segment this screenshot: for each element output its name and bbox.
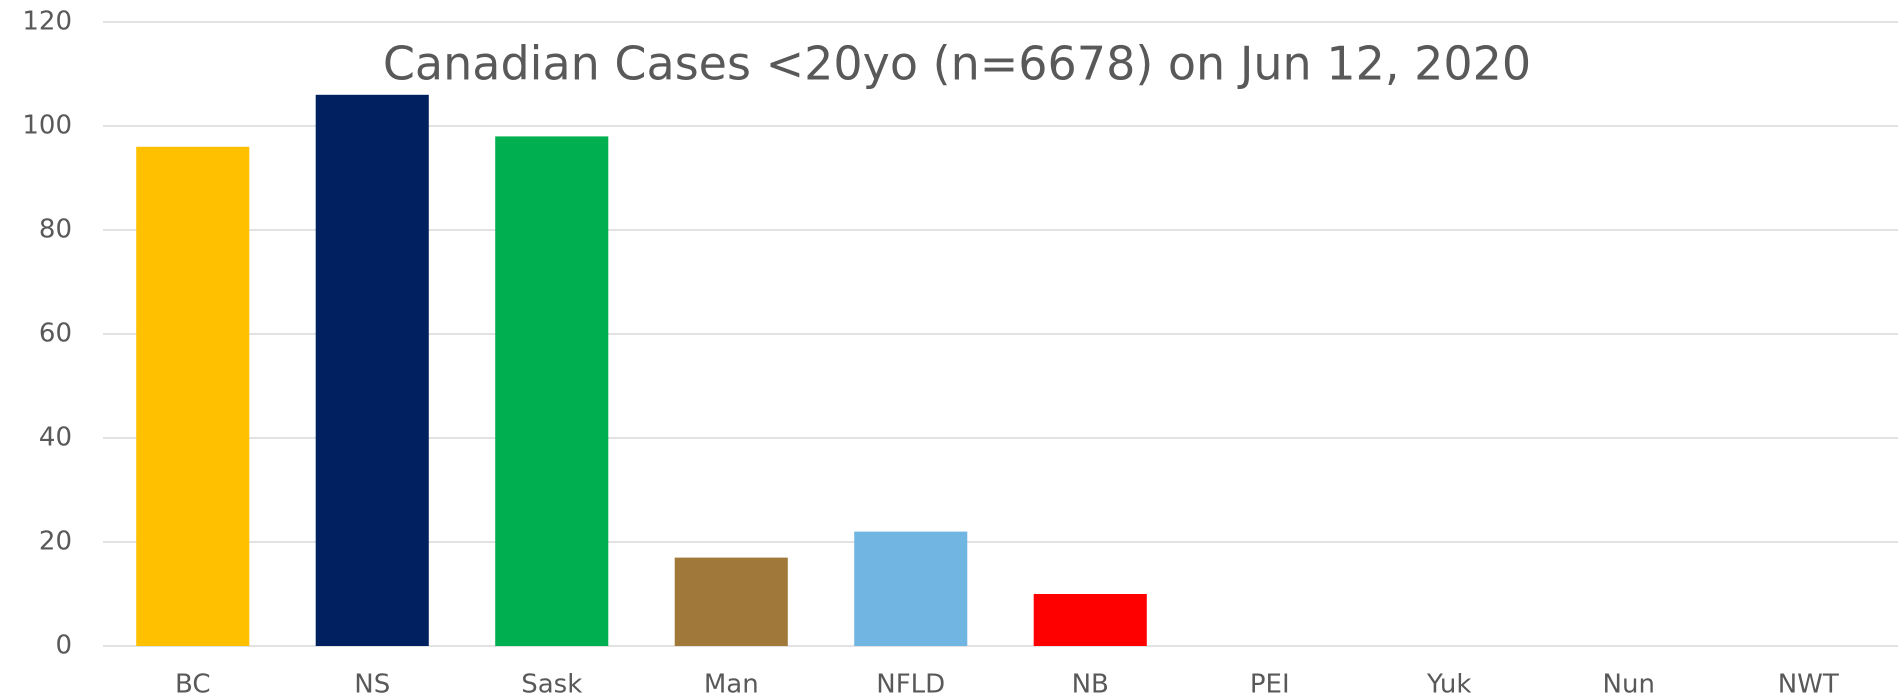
- x-tick-label: PEI: [1250, 670, 1290, 699]
- x-tick-label: BC: [175, 670, 211, 699]
- y-tick-label: 60: [39, 319, 72, 349]
- bar: [854, 531, 968, 646]
- x-tick-label: Nun: [1603, 670, 1655, 699]
- x-tick-label: Sask: [521, 670, 582, 699]
- x-tick-label: NFLD: [876, 670, 945, 699]
- y-tick-label: 40: [39, 423, 72, 453]
- y-tick-label: 120: [22, 7, 72, 37]
- y-tick-label: 80: [39, 215, 72, 245]
- bar: [674, 557, 788, 646]
- y-tick-label: 100: [22, 111, 72, 141]
- y-tick-label: 0: [55, 631, 72, 661]
- y-tick-label: 20: [39, 527, 72, 557]
- x-tick-label: NS: [354, 670, 390, 699]
- x-tick-label: Yuk: [1426, 670, 1471, 699]
- bar: [136, 146, 250, 647]
- bar: [1033, 594, 1147, 646]
- x-tick-label: NB: [1072, 670, 1109, 699]
- chart-title: Canadian Cases <20yo (n=6678) on Jun 12,…: [383, 37, 1531, 91]
- x-tick-label: NWT: [1778, 670, 1839, 699]
- bar: [495, 136, 609, 646]
- bar: [315, 94, 429, 647]
- x-tick-label: Man: [704, 670, 759, 699]
